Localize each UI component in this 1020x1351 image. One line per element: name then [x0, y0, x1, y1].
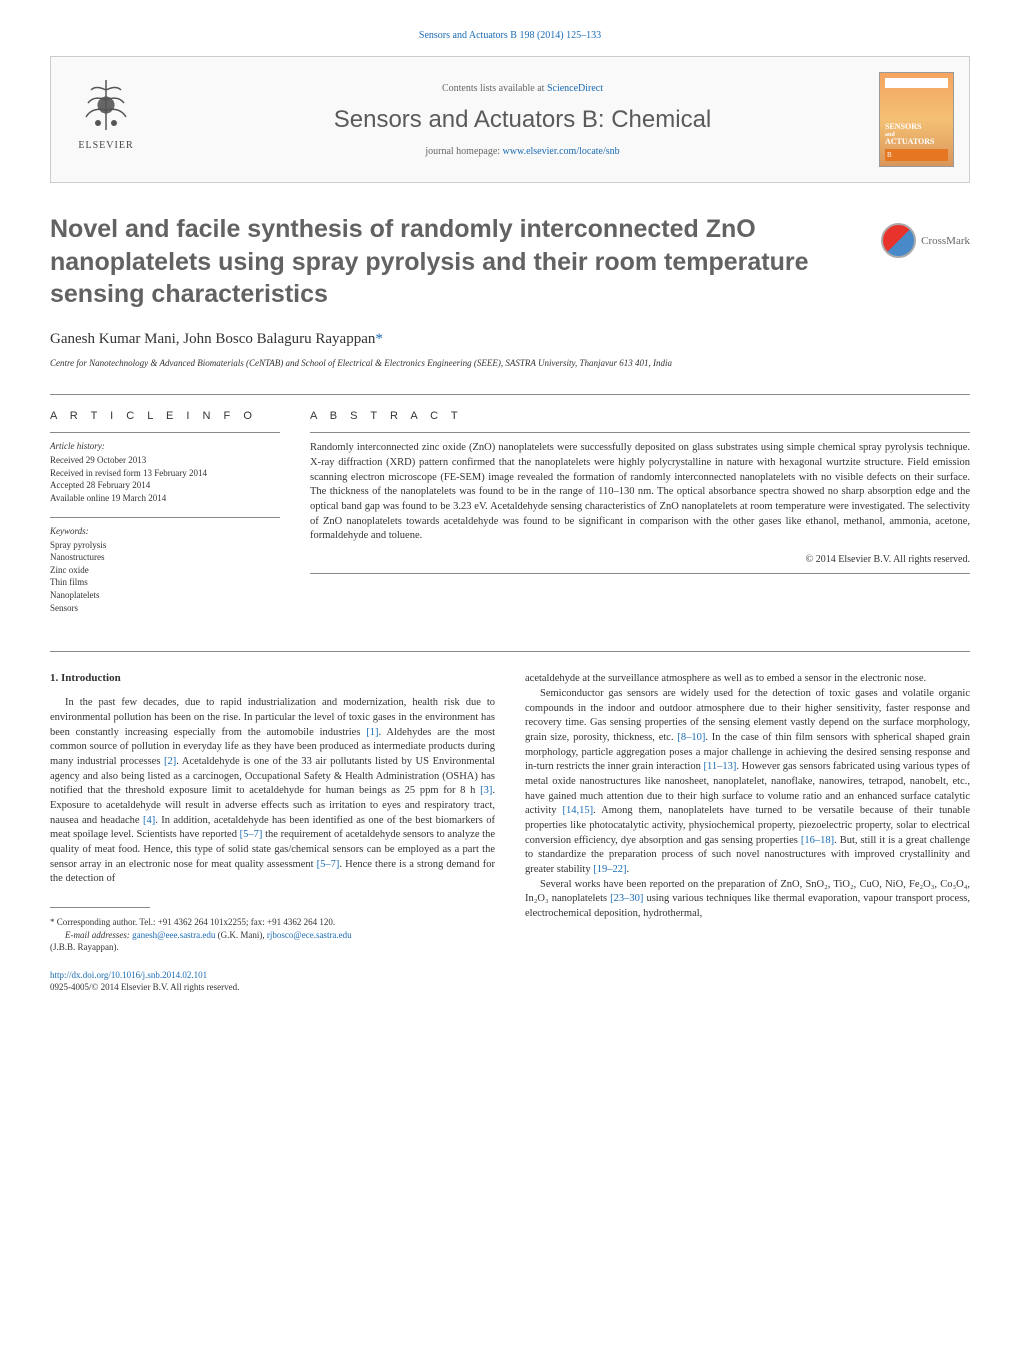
crossmark-badge[interactable]: CrossMark	[881, 223, 970, 258]
publisher-name: ELSEVIER	[78, 140, 133, 151]
footnote-separator	[50, 907, 150, 908]
issn-copyright: 0925-4005/© 2014 Elsevier B.V. All right…	[50, 982, 239, 992]
keywords-section: Keywords: Spray pyrolysis Nanostructures…	[50, 526, 280, 615]
email-link-1[interactable]: ganesh@eee.sastra.edu	[132, 930, 215, 940]
email-addresses: E-mail addresses: ganesh@eee.sastra.edu …	[50, 929, 495, 942]
keywords-label: Keywords:	[50, 526, 280, 536]
body-column-right: acetaldehyde at the surveillance atmosph…	[525, 672, 970, 994]
body-paragraph: In the past few decades, due to rapid in…	[50, 696, 495, 887]
affiliation: Centre for Nanotechnology & Advanced Bio…	[50, 358, 970, 370]
author-names: Ganesh Kumar Mani, John Bosco Balaguru R…	[50, 331, 375, 347]
email-name-2: (J.B.B. Rayappan).	[50, 941, 495, 954]
abstract-heading: A B S T R A C T	[310, 410, 970, 422]
body-paragraph: Semiconductor gas sensors are widely use…	[525, 687, 970, 878]
contents-list-line: Contents lists available at ScienceDirec…	[166, 83, 879, 94]
journal-header-center: Contents lists available at ScienceDirec…	[166, 83, 879, 157]
email-link-2[interactable]: rjbosco@ece.sastra.edu	[267, 930, 352, 940]
divider	[50, 651, 970, 652]
body-columns: 1. Introduction In the past few decades,…	[50, 672, 970, 994]
crossmark-icon	[881, 223, 916, 258]
article-history-section: Article history: Received 29 October 201…	[50, 441, 280, 504]
corresponding-author-note: * Corresponding author. Tel.: +91 4362 2…	[50, 916, 495, 929]
contents-prefix: Contents lists available at	[442, 83, 547, 94]
article-title: Novel and facile synthesis of randomly i…	[50, 213, 970, 311]
journal-cover-thumbnail[interactable]: SENSORS and ACTUATORS B	[879, 72, 954, 167]
publisher-logo[interactable]: ELSEVIER	[66, 75, 146, 165]
keywords-text: Spray pyrolysis Nanostructures Zinc oxid…	[50, 539, 280, 615]
abstract-text: Randomly interconnected zinc oxide (ZnO)…	[310, 441, 970, 544]
elsevier-tree-icon	[76, 75, 136, 135]
body-column-left: 1. Introduction In the past few decades,…	[50, 672, 495, 994]
journal-header: ELSEVIER Contents lists available at Sci…	[50, 56, 970, 183]
corresponding-mark: *	[375, 331, 383, 347]
history-label: Article history:	[50, 441, 280, 451]
header-citation: Sensors and Actuators B 198 (2014) 125–1…	[50, 30, 970, 41]
divider	[50, 394, 970, 395]
abstract-column: A B S T R A C T Randomly interconnected …	[310, 410, 970, 626]
abstract-copyright: © 2014 Elsevier B.V. All rights reserved…	[310, 554, 970, 565]
author-list: Ganesh Kumar Mani, John Bosco Balaguru R…	[50, 331, 970, 348]
journal-homepage-line: journal homepage: www.elsevier.com/locat…	[166, 146, 879, 157]
journal-homepage-link[interactable]: www.elsevier.com/locate/snb	[503, 146, 620, 157]
cover-sub: B	[885, 149, 948, 161]
section-heading-intro: 1. Introduction	[50, 672, 495, 684]
cover-title-2: ACTUATORS	[885, 138, 948, 147]
doi-block: http://dx.doi.org/10.1016/j.snb.2014.02.…	[50, 969, 495, 994]
info-abstract-row: A R T I C L E I N F O Article history: R…	[50, 410, 970, 626]
homepage-prefix: journal homepage:	[425, 146, 502, 157]
article-title-block: Novel and facile synthesis of randomly i…	[50, 213, 970, 311]
email-name-1: (G.K. Mani),	[215, 930, 267, 940]
article-info-column: A R T I C L E I N F O Article history: R…	[50, 410, 280, 626]
history-text: Received 29 October 2013 Received in rev…	[50, 454, 280, 504]
article-info-heading: A R T I C L E I N F O	[50, 410, 280, 422]
body-paragraph: Several works have been reported on the …	[525, 878, 970, 922]
crossmark-label: CrossMark	[921, 235, 970, 247]
journal-name: Sensors and Actuators B: Chemical	[166, 106, 879, 134]
body-paragraph: acetaldehyde at the surveillance atmosph…	[525, 672, 970, 687]
doi-link[interactable]: http://dx.doi.org/10.1016/j.snb.2014.02.…	[50, 970, 207, 980]
email-label: E-mail addresses:	[65, 930, 132, 940]
sciencedirect-link[interactable]: ScienceDirect	[547, 83, 603, 94]
cover-title-1: SENSORS	[885, 123, 948, 132]
